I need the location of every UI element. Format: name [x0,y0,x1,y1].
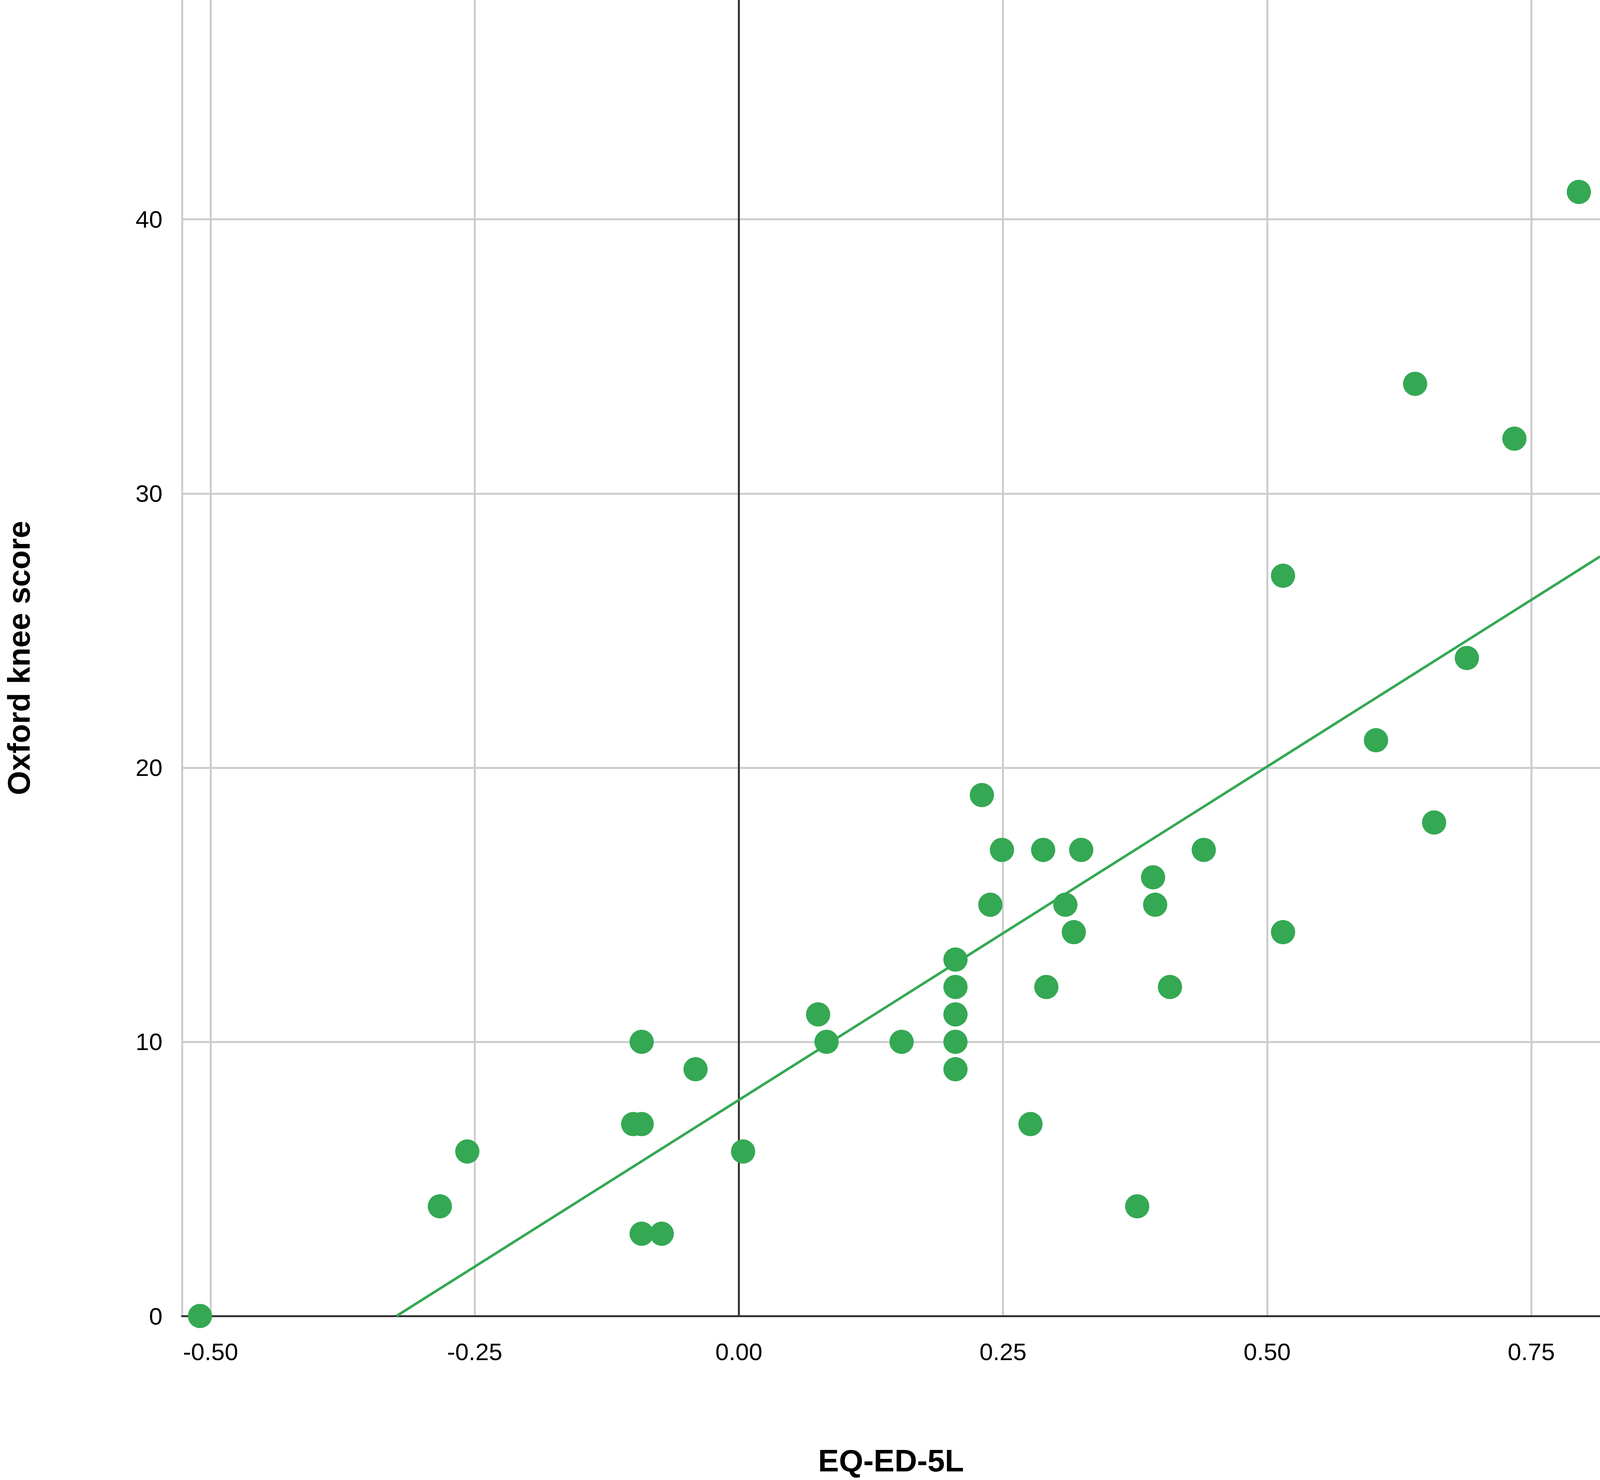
svg-text:EQ-ED-5L: EQ-ED-5L [817,1443,964,1479]
svg-text:0.75: 0.75 [1507,1338,1556,1366]
svg-text:40: 40 [135,205,163,233]
svg-text:0: 0 [149,1303,163,1331]
svg-text:-0.25: -0.25 [447,1338,503,1366]
svg-text:0.00: 0.00 [715,1338,763,1366]
svg-text:10: 10 [135,1028,163,1056]
svg-text:30: 30 [135,480,163,508]
svg-text:20: 20 [135,754,163,782]
svg-text:0.50: 0.50 [1243,1338,1292,1366]
svg-text:-0.50: -0.50 [182,1338,238,1366]
svg-text:0.25: 0.25 [979,1338,1027,1366]
svg-text:Oxford knee score: Oxford knee score [1,521,37,796]
